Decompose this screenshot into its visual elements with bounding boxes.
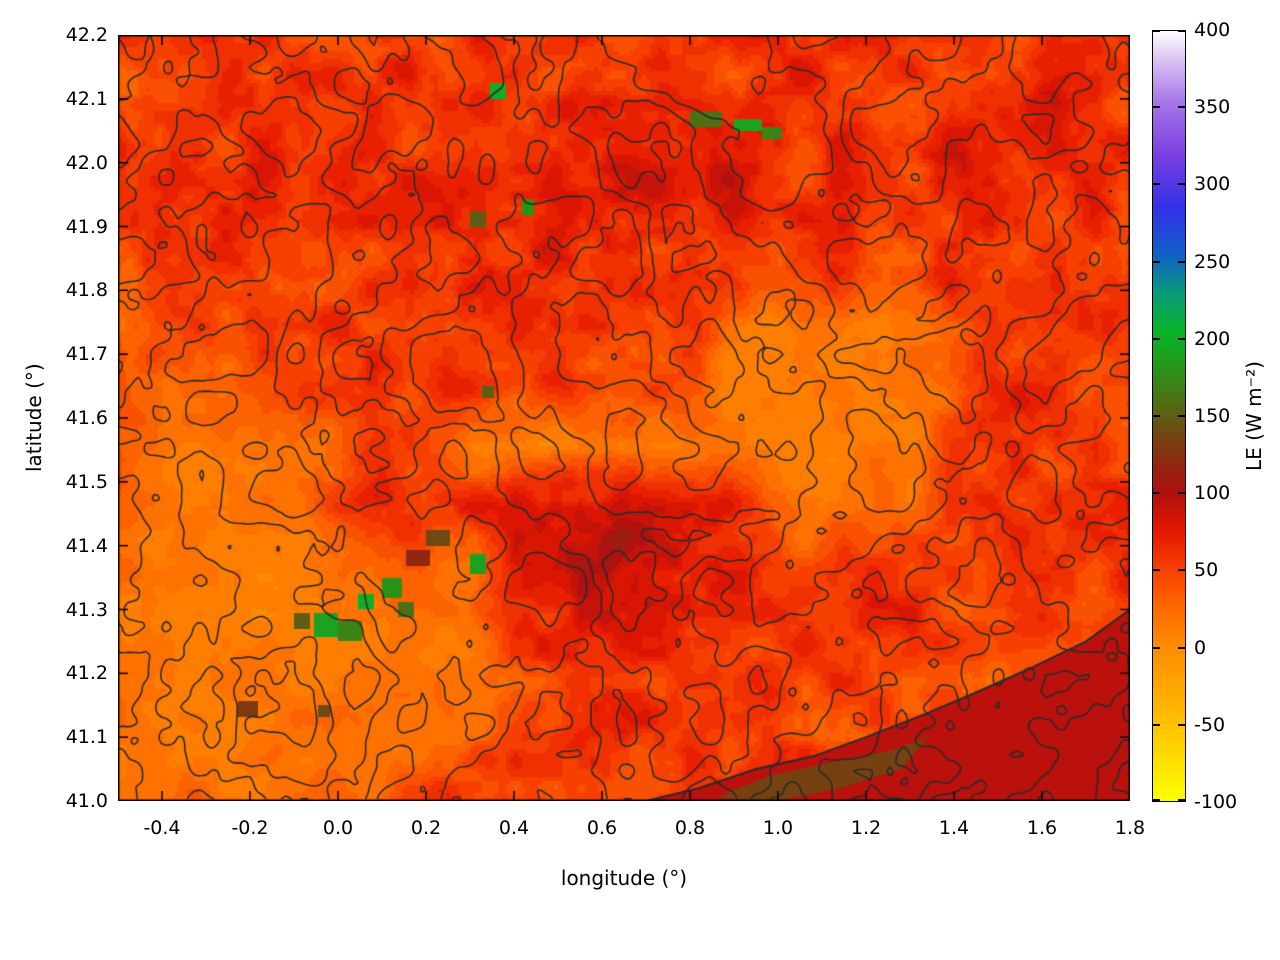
x-tick-label: 0.4 <box>498 817 530 839</box>
cb-tick-label: 300 <box>1194 173 1231 196</box>
y-tick-label: 42.0 <box>65 151 108 174</box>
cb-tick-mark <box>1153 183 1160 186</box>
y-tick-label: 42.2 <box>65 24 108 46</box>
y-tick-label: 41.5 <box>65 470 108 493</box>
cb-tick-mark <box>1178 183 1185 186</box>
x-tick-label: -0.2 <box>231 817 269 839</box>
cb-tick-label: 150 <box>1194 405 1231 427</box>
x-tick-label: 1.6 <box>1026 817 1058 839</box>
cb-tick-mark <box>1153 723 1160 726</box>
cb-tick-label: 400 <box>1194 19 1231 41</box>
y-tick-label: 41.4 <box>65 534 108 557</box>
x-tick-label: -0.4 <box>143 817 181 839</box>
cb-tick-mark <box>1178 337 1185 340</box>
cb-tick-mark <box>1178 569 1185 572</box>
heatmap-plot <box>118 35 1130 801</box>
x-tick-label: 1.8 <box>1114 817 1146 839</box>
cb-tick-mark <box>1153 106 1160 109</box>
cb-tick-mark <box>1178 723 1185 726</box>
cb-tick-mark <box>1178 646 1185 649</box>
cb-tick-mark <box>1153 646 1160 649</box>
y-tick-label: 41.2 <box>65 662 108 685</box>
cb-tick-mark <box>1153 260 1160 263</box>
y-tick-label: 41.7 <box>65 343 108 366</box>
y-tick-label: 41.9 <box>65 215 108 238</box>
cb-tick-mark <box>1178 30 1185 32</box>
cb-tick-label: 100 <box>1194 482 1231 505</box>
cb-tick-mark <box>1178 492 1185 495</box>
cb-tick-mark <box>1178 260 1185 263</box>
cb-tick-mark <box>1153 492 1160 495</box>
x-axis-label: longitude (°) <box>560 866 688 890</box>
y-tick-label: 41.3 <box>65 598 108 621</box>
cb-tick-label: -50 <box>1194 713 1226 736</box>
y-tick-label: 41.6 <box>65 407 108 429</box>
cb-tick-label: 200 <box>1194 327 1231 350</box>
cb-tick-label: -100 <box>1194 791 1238 813</box>
cb-tick-mark <box>1153 337 1160 340</box>
y-tick-label: 42.1 <box>65 87 108 110</box>
cb-tick-label: 0 <box>1194 636 1207 659</box>
x-tick-label: 0.6 <box>586 817 618 839</box>
y-tick-label: 41.0 <box>65 790 108 812</box>
y-tick-label: 41.8 <box>65 279 108 302</box>
x-tick-label: 1.4 <box>938 817 970 839</box>
x-tick-label: 0.8 <box>674 817 706 839</box>
cb-tick-mark <box>1153 30 1160 32</box>
x-tick-label: 0.2 <box>410 817 442 839</box>
cb-tick-mark <box>1153 415 1160 417</box>
x-tick-label: 0.0 <box>322 817 354 839</box>
y-tick-label: 41.1 <box>65 726 108 749</box>
cb-tick-label: 250 <box>1194 250 1231 273</box>
cb-tick-mark <box>1178 799 1185 801</box>
cb-tick-mark <box>1153 569 1160 572</box>
cb-tick-mark <box>1153 799 1160 801</box>
x-tick-label: 1.0 <box>762 817 794 839</box>
cb-tick-label: 350 <box>1194 96 1231 119</box>
cb-tick-mark <box>1178 106 1185 109</box>
x-tick-label: 1.2 <box>850 817 882 839</box>
cb-tick-label: 50 <box>1194 559 1219 582</box>
cb-tick-mark <box>1178 415 1185 417</box>
